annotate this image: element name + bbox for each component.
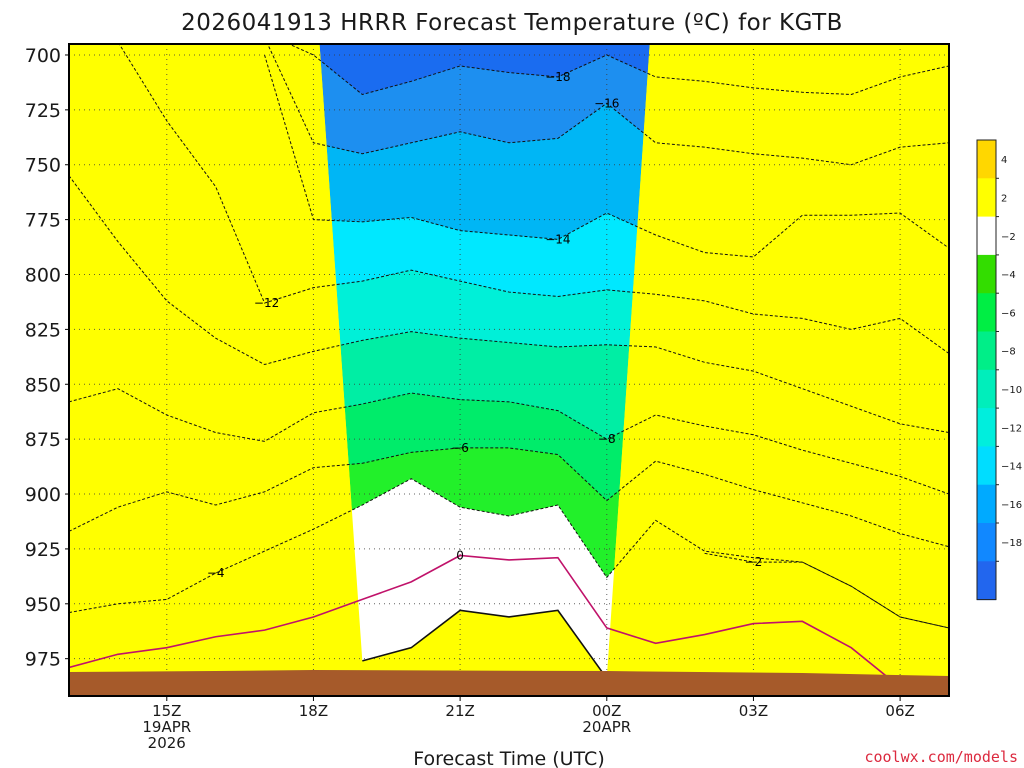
- x-axis-title: Forecast Time (UTC): [413, 748, 604, 768]
- credit-link[interactable]: coolwx.com/models: [864, 748, 1018, 766]
- terrain: [69, 670, 949, 696]
- chart-title: 2026041913 HRRR Forecast Temperature (ºC…: [181, 10, 843, 36]
- x-tick-label: 03Z: [739, 702, 768, 720]
- contour-label: −12: [254, 296, 279, 310]
- colorbar-label: −12: [1001, 423, 1022, 434]
- y-tick-label: 825: [25, 319, 61, 341]
- colorbar-label: 4: [1001, 155, 1007, 166]
- isotherm-2: [362, 609, 608, 679]
- y-tick-label: 800: [25, 265, 61, 287]
- contour-label: −6: [451, 441, 469, 455]
- colorbar-swatch: [977, 484, 996, 524]
- colorbar-label: −18: [1001, 538, 1022, 549]
- colorbar-swatch: [977, 216, 996, 256]
- colorbar-swatch: [977, 561, 996, 601]
- y-tick-label: 725: [25, 100, 61, 122]
- colorbar-swatch: [977, 446, 996, 486]
- x-tick-label: 06Z: [885, 702, 914, 720]
- contour-label: −4: [207, 566, 225, 580]
- y-tick-label: 750: [25, 155, 61, 177]
- x-tick-label: 19APR: [142, 718, 191, 736]
- x-tick-label: 20APR: [582, 718, 631, 736]
- colorbar-label: −6: [1001, 308, 1016, 319]
- isotherm-0: [69, 554, 901, 688]
- colorbar-swatch: [977, 140, 996, 179]
- colorbar-swatch: [977, 178, 996, 218]
- band-fill-2-top: [69, 44, 949, 696]
- y-tick-label: 925: [25, 539, 61, 561]
- colorbar-label: −10: [1001, 385, 1022, 396]
- grid: [69, 44, 949, 696]
- isotherm-minus10: [69, 175, 949, 434]
- colorbar-swatch: [977, 331, 996, 371]
- plot-frame: [68, 43, 950, 697]
- plot-content: −18 −16 −14 −12 −8 −6 −4 −2 0: [69, 44, 949, 696]
- y-axis: 700 725 750 775 800 825 850 875 900 925 950 975: [25, 45, 69, 671]
- x-tick-label: 00Z: [592, 702, 621, 720]
- isotherm-minus18: [287, 44, 949, 96]
- y-tick-label: 875: [25, 429, 61, 451]
- contour-label: −18: [545, 70, 570, 84]
- plot-area: −18 −16 −14 −12 −8 −6 −4 −2 0: [68, 43, 950, 697]
- colorbar-label: −4: [1001, 270, 1016, 281]
- contour-label: −8: [598, 432, 616, 446]
- y-tick-label: 700: [25, 45, 61, 67]
- contour-label: −16: [594, 96, 619, 110]
- y-tick-label: 850: [25, 374, 61, 396]
- colorbar-label: −2: [1001, 232, 1016, 243]
- contour-label: −2: [745, 555, 763, 569]
- colorbar-swatch: [977, 293, 996, 332]
- colorbar: 4 2 −2 −4 −6 −8 −10 −12 −14 −16 −18: [976, 139, 1022, 601]
- y-tick-label: 950: [25, 594, 61, 616]
- colorbar-swatch: [977, 408, 996, 447]
- y-tick-label: 900: [25, 484, 61, 506]
- colorbar-swatch: [977, 254, 996, 294]
- isotherm-minus4: [69, 478, 949, 629]
- x-tick-label: 15Z: [152, 702, 181, 720]
- colorbar-swatch: [977, 523, 996, 562]
- colorbar-label: 2: [1001, 193, 1007, 204]
- x-tick-label: 21Z: [445, 702, 474, 720]
- contour-label: 0: [456, 549, 464, 563]
- isotherm-minus6: [69, 447, 949, 548]
- colorbar-label: −8: [1001, 347, 1016, 358]
- contour-label: −14: [545, 232, 570, 246]
- colorbar-label: −14: [1001, 462, 1022, 473]
- isotherm-minus14: [264, 54, 949, 258]
- colorbar-swatch: [977, 369, 996, 409]
- colorbar-label: −16: [1001, 500, 1022, 511]
- isotherm-minus8: [69, 388, 949, 495]
- isotherm-minus16: [267, 44, 949, 166]
- x-tick-label: 2026: [148, 734, 186, 752]
- y-tick-label: 975: [25, 649, 61, 671]
- x-tick-label: 18Z: [299, 702, 328, 720]
- y-tick-label: 775: [25, 210, 61, 232]
- band-fill-0-top: [69, 44, 949, 696]
- isotherm-minus2: [704, 552, 949, 629]
- isotherm-minus12: [118, 44, 949, 354]
